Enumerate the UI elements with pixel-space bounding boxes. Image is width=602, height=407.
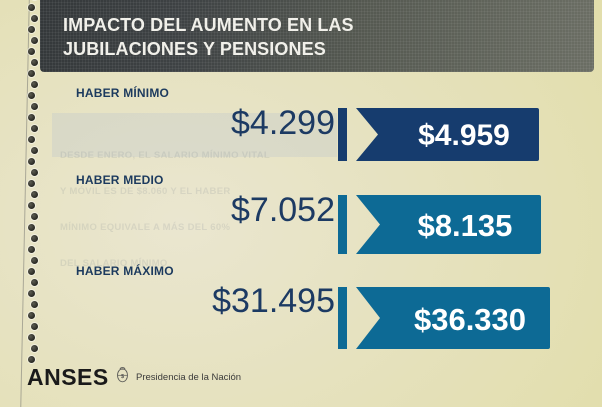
svg-text:$36.330: $36.330 (414, 302, 526, 337)
svg-text:$: $ (121, 374, 124, 380)
svg-text:$4.959: $4.959 (418, 119, 510, 152)
